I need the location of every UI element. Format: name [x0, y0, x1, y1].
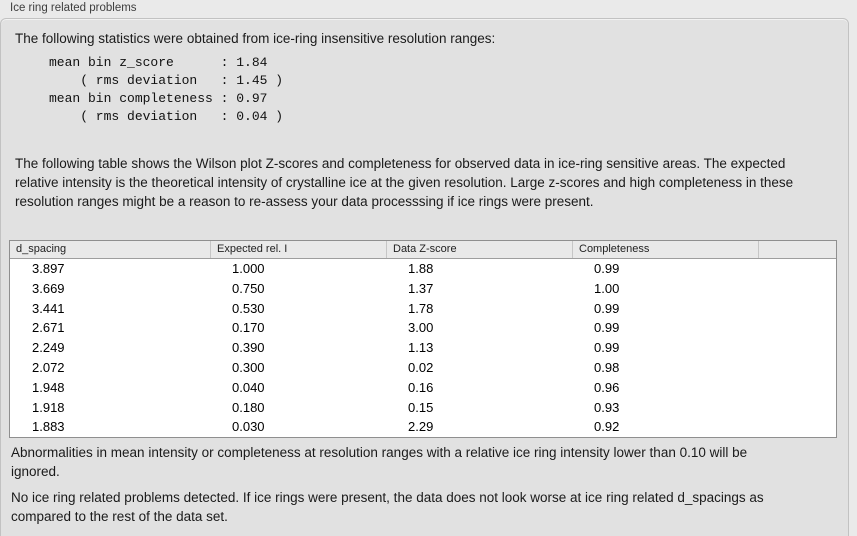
- table-row[interactable]: 1.883 0.030 2.29 0.92: [10, 417, 836, 438]
- table-cell: 0.040: [232, 379, 265, 395]
- table-cell: 0.99: [594, 300, 620, 316]
- table-cell: 0.92: [594, 419, 620, 435]
- ice-ring-panel: The following statistics were obtained f…: [0, 18, 849, 536]
- panel-title: Ice ring related problems: [10, 2, 137, 14]
- table-body: 3.897 1.000 1.88 0.99 3.669 0.750 1.37 1.00 3.44…: [10, 259, 836, 438]
- intro-text: The following statistics were obtained f…: [15, 31, 496, 46]
- table-cell: 0.02: [408, 359, 434, 375]
- stats-block: mean bin z_score : 1.84 ( rms deviation …: [49, 55, 284, 124]
- table-cell: 3.897: [32, 261, 65, 276]
- table-cell: [758, 378, 836, 398]
- table-row[interactable]: 3.441 0.530 1.78 0.99: [10, 298, 836, 319]
- table-cell: 2.29: [408, 419, 434, 435]
- table-cell: 1.37: [408, 280, 434, 296]
- table-cell: 0.98: [594, 359, 620, 375]
- table-cell: 0.750: [232, 280, 265, 296]
- table-cell: 2.671: [32, 320, 65, 336]
- table-cell: [758, 279, 836, 299]
- table-cell: 2.249: [32, 340, 65, 356]
- ice-ring-table: d_spacing Expected rel. I Data Z-score Comp…: [9, 240, 837, 439]
- table-row[interactable]: 2.249 0.390 1.13 0.99: [10, 338, 836, 358]
- column-header-data-z-score[interactable]: Data Z-score: [386, 241, 572, 258]
- table-row[interactable]: 2.072 0.300 0.02 0.98: [10, 357, 836, 378]
- table-cell: 3.00: [408, 320, 434, 336]
- table-cell: [758, 338, 836, 358]
- table-cell: 1.13: [408, 340, 434, 356]
- table-cell: 0.180: [232, 399, 265, 415]
- table-cell: [758, 259, 836, 279]
- table-row[interactable]: 3.669 0.750 1.37 1.00: [10, 278, 836, 299]
- table-cell: [758, 358, 836, 378]
- table-cell: 1.883: [32, 419, 65, 435]
- table-cell: 3.441: [32, 300, 65, 316]
- column-header-empty[interactable]: [758, 241, 836, 258]
- table-cell: 1.000: [232, 261, 265, 276]
- column-header-expected-rel-i[interactable]: Expected rel. I: [210, 241, 386, 258]
- table-row[interactable]: 1.948 0.040 0.16 0.96: [10, 377, 836, 398]
- table-cell: 0.99: [594, 340, 620, 356]
- table-cell: 0.15: [408, 399, 434, 415]
- ignore-note: Abnormalities in mean intensity or compl…: [11, 445, 748, 479]
- table-cell: 3.669: [32, 280, 65, 296]
- table-cell: 0.99: [594, 320, 620, 336]
- table-cell: 1.88: [408, 261, 434, 276]
- column-header-d-spacing[interactable]: d_spacing: [16, 243, 67, 255]
- table-cell: 0.16: [408, 379, 434, 395]
- table-cell: 1.00: [594, 280, 620, 296]
- column-header-completeness[interactable]: Completeness: [572, 241, 758, 258]
- table-cell: 0.99: [594, 261, 620, 276]
- table-cell: 0.300: [232, 359, 265, 375]
- table-cell: 1.78: [408, 300, 434, 316]
- table-cell: [758, 299, 836, 319]
- table-cell: [758, 417, 836, 437]
- table-header-row: d_spacing Expected rel. I Data Z-score Comp…: [10, 241, 836, 259]
- table-cell: 0.170: [232, 320, 265, 336]
- table-cell: 0.030: [232, 419, 265, 435]
- table-cell: 0.390: [232, 340, 265, 356]
- table-row[interactable]: 1.918 0.180 0.15 0.93: [10, 397, 836, 418]
- table-row[interactable]: 2.671 0.170 3.00 0.99: [10, 318, 836, 339]
- table-cell: 0.530: [232, 300, 265, 316]
- table-cell: 1.918: [32, 399, 65, 415]
- conclusion-text: No ice ring related problems detected. I…: [11, 490, 764, 524]
- table-cell: 0.93: [594, 399, 620, 415]
- table-cell: [758, 318, 836, 338]
- table-row[interactable]: 3.897 1.000 1.88 0.99: [10, 259, 836, 279]
- table-cell: 1.948: [32, 379, 65, 395]
- table-cell: 0.96: [594, 379, 620, 395]
- table-cell: [758, 398, 836, 418]
- table-cell: 2.072: [32, 359, 65, 375]
- description-text: The following table shows the Wilson plo…: [15, 156, 794, 209]
